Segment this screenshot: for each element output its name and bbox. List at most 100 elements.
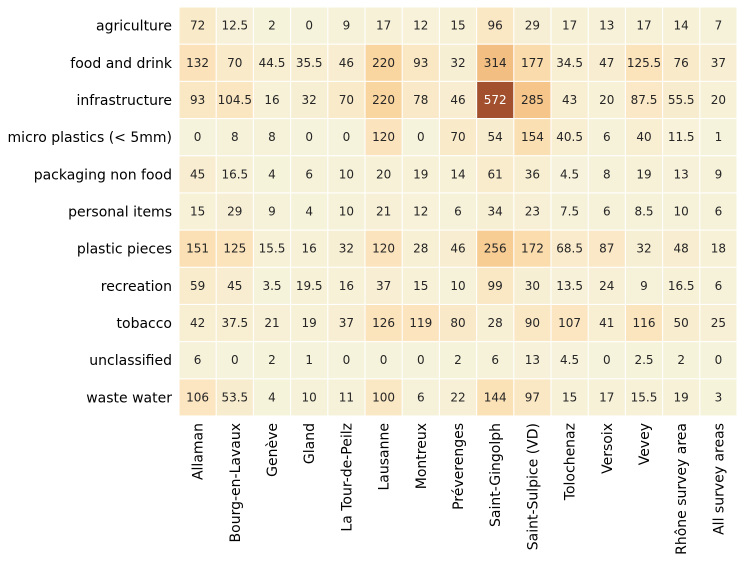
cell-value-label: 41 <box>599 316 614 330</box>
heatmap-cell-personal-items-montreux <box>402 193 439 230</box>
heatmap-cell-food-and-drink-bourg-en-lavaux <box>216 44 253 81</box>
heatmap-cell-waste-water-preverenges <box>439 379 477 416</box>
heatmap-cell-infrastructure-allaman <box>179 81 216 118</box>
heatmap-cell-unclassified-saint-sulpice-vd <box>514 342 551 379</box>
heatmap-cell-unclassified-vevey <box>625 342 663 379</box>
heatmap-cell-personal-items-rhone-survey-area <box>663 193 700 230</box>
heatmap-cell-plastic-pieces-vevey <box>625 230 663 267</box>
cell-value-label: 70 <box>339 93 354 107</box>
cell-value-label: 6 <box>305 167 313 181</box>
cell-value-label: 93 <box>190 93 205 107</box>
heatmap-cell-micro-plastics-5mm-allaman <box>179 119 216 156</box>
cell-value-label: 93 <box>413 56 428 70</box>
cell-value-label: 19 <box>302 316 317 330</box>
cell-value-label: 6 <box>603 130 611 144</box>
cell-value-label: 15.5 <box>631 390 658 404</box>
heatmap-cell-infrastructure-saint-gingolph <box>477 81 514 118</box>
heatmap-cell-agriculture-saint-gingolph <box>477 7 514 44</box>
heatmap-cell-unclassified-gland <box>291 342 328 379</box>
cell-value-label: 119 <box>409 316 432 330</box>
cell-value-label: 10 <box>339 205 354 219</box>
heatmap-cell-waste-water-tolochenaz <box>551 379 588 416</box>
cell-value-label: 46 <box>450 93 465 107</box>
cell-value-label: 144 <box>484 390 507 404</box>
cell-value-label: 6 <box>715 205 723 219</box>
heatmap-cell-plastic-pieces-lausanne <box>365 230 402 267</box>
heatmap-cell-tobacco-preverenges <box>439 305 477 342</box>
cell-value-label: 43 <box>562 93 577 107</box>
x-tick-label-allaman: Allaman <box>191 423 207 480</box>
heatmap-cell-unclassified-geneve <box>253 342 291 379</box>
heatmap-cell-agriculture-preverenges <box>439 7 477 44</box>
cell-value-label: 61 <box>488 167 503 181</box>
cell-value-label: 29 <box>227 205 242 219</box>
heatmap-cell-agriculture-vevey <box>625 7 663 44</box>
cell-value-label: 21 <box>264 316 279 330</box>
cell-value-label: 78 <box>413 93 428 107</box>
heatmap-cell-recreation-allaman <box>179 267 216 304</box>
heatmap-cell-packaging-non-food-lausanne <box>365 156 402 193</box>
heatmap-cell-plastic-pieces-preverenges <box>439 230 477 267</box>
cell-value-label: 10 <box>674 205 689 219</box>
heatmap-cell-agriculture-allaman <box>179 7 216 44</box>
cell-value-label: 17 <box>599 390 614 404</box>
heatmap-cell-infrastructure-bourg-en-lavaux <box>216 81 253 118</box>
y-tick-label-packaging-non-food: packaging non food <box>34 167 172 183</box>
cell-value-label: 0 <box>231 353 239 367</box>
heatmap-cell-tobacco-versoix <box>588 305 625 342</box>
heatmap-cell-tobacco-la-tour-de-peilz <box>328 305 365 342</box>
cell-value-label: 100 <box>372 390 395 404</box>
heatmap-cell-packaging-non-food-geneve <box>253 156 291 193</box>
heatmap-cell-agriculture-versoix <box>588 7 625 44</box>
heatmap-cell-waste-water-la-tour-de-peilz <box>328 379 365 416</box>
heatmap-cell-infrastructure-geneve <box>253 81 291 118</box>
cell-value-label: 22 <box>450 390 465 404</box>
y-tick-label-agriculture: agriculture <box>96 19 172 35</box>
cell-value-label: 45 <box>227 279 242 293</box>
heatmap-cell-food-and-drink-gland <box>291 44 328 81</box>
cell-value-label: 12.5 <box>221 19 248 33</box>
heatmap-cell-waste-water-allaman <box>179 379 216 416</box>
heatmap-cell-food-and-drink-geneve <box>253 44 291 81</box>
cell-value-label: 0 <box>715 353 723 367</box>
heatmap-cell-infrastructure-vevey <box>625 81 663 118</box>
heatmap-cell-infrastructure-la-tour-de-peilz <box>328 81 365 118</box>
heatmap-cell-packaging-non-food-allaman <box>179 156 216 193</box>
heatmap-cell-packaging-non-food-montreux <box>402 156 439 193</box>
heatmap-cell-micro-plastics-5mm-saint-sulpice-vd <box>514 119 551 156</box>
heatmap-cell-recreation-gland <box>291 267 328 304</box>
heatmap-cell-tobacco-vevey <box>625 305 663 342</box>
cell-value-label: 0 <box>305 19 313 33</box>
cell-value-label: 37.5 <box>221 316 248 330</box>
heatmap-cell-unclassified-rhone-survey-area <box>663 342 700 379</box>
heatmap-cell-recreation-lausanne <box>365 267 402 304</box>
heatmap-cell-waste-water-saint-gingolph <box>477 379 514 416</box>
cell-value-label: 151 <box>186 242 209 256</box>
cell-value-label: 40 <box>636 130 651 144</box>
cell-value-label: 17 <box>376 19 391 33</box>
cell-value-label: 19 <box>413 167 428 181</box>
cell-value-label: 13 <box>599 19 614 33</box>
cell-value-label: 16 <box>339 279 354 293</box>
cell-value-label: 2 <box>677 353 685 367</box>
cell-value-label: 3.5 <box>262 279 281 293</box>
cell-value-label: 2 <box>268 19 276 33</box>
y-tick-label-micro-plastics-5mm: micro plastics (< 5mm) <box>8 130 172 146</box>
heatmap-cell-food-and-drink-preverenges <box>439 44 477 81</box>
heatmap-cell-infrastructure-lausanne <box>365 81 402 118</box>
heatmap-cell-unclassified-montreux <box>402 342 439 379</box>
heatmap-cell-plastic-pieces-all-survey-areas <box>700 230 737 267</box>
heatmap-cell-food-and-drink-montreux <box>402 44 439 81</box>
x-tick-label-preverenges: Préverenges <box>451 423 467 510</box>
cell-value-label: 32 <box>636 242 651 256</box>
cell-value-label: 15 <box>450 19 465 33</box>
heatmap-cell-micro-plastics-5mm-saint-gingolph <box>477 119 514 156</box>
cell-value-label: 48 <box>674 242 689 256</box>
cell-value-label: 15.5 <box>259 242 286 256</box>
cell-value-label: 68.5 <box>556 242 583 256</box>
heatmap-cell-personal-items-tolochenaz <box>551 193 588 230</box>
cell-value-label: 37 <box>711 56 726 70</box>
x-tick-label-saint-sulpice-vd: Saint-Sulpice (VD) <box>525 423 541 550</box>
cell-value-label: 116 <box>633 316 656 330</box>
